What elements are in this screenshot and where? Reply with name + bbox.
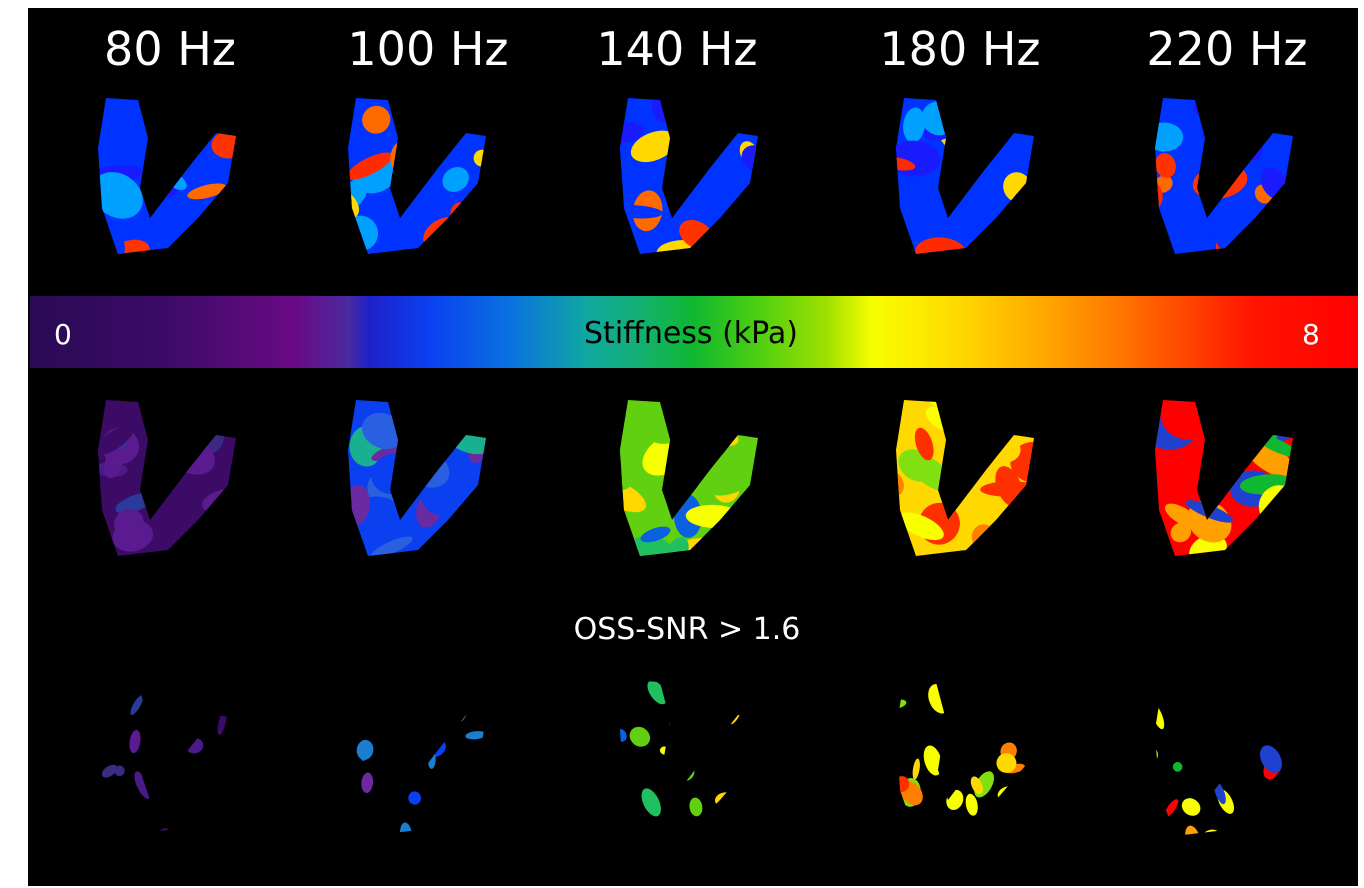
masked-stiffness-map-100hz [348, 680, 486, 836]
freq-label-140: 140 Hz [596, 22, 758, 76]
freq-label-100: 100 Hz [347, 22, 509, 76]
wave-map-100hz [348, 98, 486, 254]
masked-stiffness-map-180hz [896, 680, 1034, 836]
colorbar-max-label: 8 [1302, 318, 1320, 351]
wave-map-140hz [620, 98, 758, 254]
wave-map-220hz [1155, 98, 1293, 254]
stiffness-colorbar [30, 296, 1358, 368]
stiffness-map-140hz [620, 400, 758, 556]
masked-stiffness-map-80hz [98, 680, 236, 836]
masked-stiffness-map-140hz [620, 680, 758, 836]
figure-panel [28, 8, 1358, 886]
wave-map-180hz [896, 98, 1034, 254]
wave-map-80hz [98, 98, 236, 254]
stiffness-map-220hz [1155, 400, 1293, 556]
freq-label-220: 220 Hz [1146, 22, 1308, 76]
masked-stiffness-map-220hz [1155, 680, 1293, 836]
freq-label-180: 180 Hz [879, 22, 1041, 76]
stiffness-map-80hz [98, 400, 236, 556]
colorbar-title: Stiffness (kPa) [584, 316, 798, 351]
colorbar-min-label: 0 [54, 318, 72, 351]
freq-label-80: 80 Hz [104, 22, 236, 76]
stiffness-map-180hz [896, 400, 1034, 556]
stiffness-map-100hz [348, 400, 486, 556]
threshold-label: OSS-SNR > 1.6 [573, 612, 801, 647]
